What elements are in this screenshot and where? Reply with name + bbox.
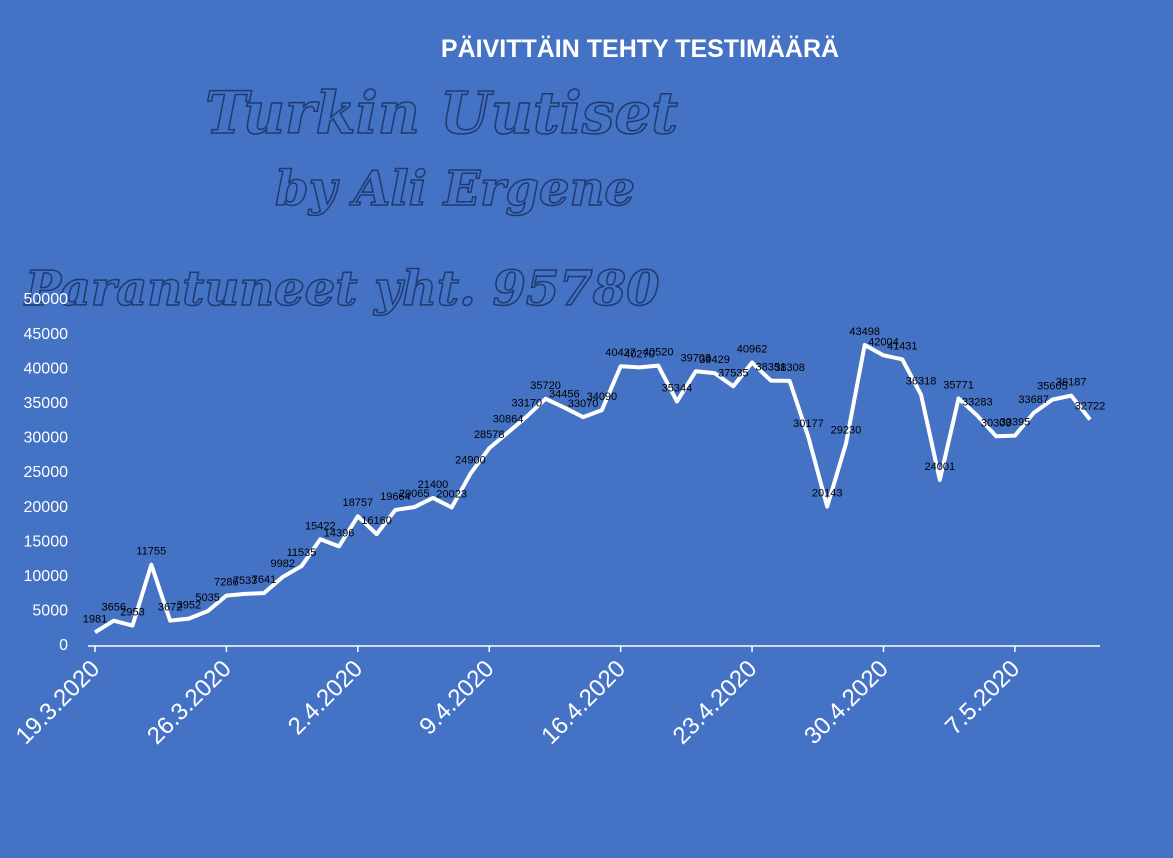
line [93,342,1092,634]
data-label: 20023 [436,488,467,500]
y-tick-label: 5000 [32,603,68,620]
data-label: 21400 [418,479,449,491]
data-label: 20065 [399,488,430,500]
y-tick-label: 40000 [24,360,69,377]
watermark: Parantuneet yht. 95780 [23,261,660,317]
data-label: 33070 [568,398,599,410]
data-label: 3952 [177,600,201,612]
data-label: 37535 [718,367,749,379]
data-label: 3672 [158,602,182,614]
data-label: 29230 [831,425,862,437]
data-label: 35344 [662,382,693,394]
data-label: 30303 [981,417,1012,429]
data-label: 3656 [102,602,126,614]
data-label: 39703 [680,352,711,364]
y-tick-label: 20000 [24,499,69,516]
data-label: 20143 [812,488,843,500]
y-tick-label: 0 [59,637,68,654]
data-label: 32722 [1075,401,1106,413]
data-label: 36318 [906,376,937,388]
y-tick-label: 45000 [24,326,69,343]
data-label: 33170 [511,397,542,409]
data-label: 7641 [252,574,276,586]
data-label: 15422 [305,520,336,532]
data-label: 42004 [868,336,899,348]
data-label: 40962 [737,344,768,356]
data-label: 16160 [361,515,392,527]
y-tick-label: 10000 [24,568,69,585]
data-label: 33687 [1018,394,1049,406]
data-label: 35605 [1037,381,1068,393]
data-label: 9982 [270,558,294,570]
data-label: 34456 [549,389,580,401]
data-label: 2953 [120,607,144,619]
data-label: 36187 [1056,377,1087,389]
data-label: 30395 [1000,417,1031,429]
data-label: 38351 [756,362,787,374]
data-label: 24900 [455,455,486,467]
data-label: 24001 [925,461,956,473]
data-label: 41431 [887,340,918,352]
data-label: 30864 [493,413,524,425]
watermark: Turkin Uutiset [205,79,678,147]
y-tick-label: 35000 [24,395,69,412]
y-tick-label: 30000 [24,430,69,447]
data-label: 14396 [324,527,355,539]
data-label: 40427 [605,347,636,359]
data-label: 11755 [136,546,166,558]
y-tick-label: 25000 [24,464,69,481]
data-label: 28578 [474,429,505,441]
y-tick-label: 50000 [24,291,69,308]
data-label: 33283 [962,397,993,409]
data-label: 43498 [849,326,880,338]
data-label: 35720 [530,380,561,392]
data-label: 7286 [214,577,238,589]
data-label: 5035 [195,592,219,604]
data-label: 35771 [943,379,974,391]
data-label: 40520 [643,347,674,359]
data-label: 39429 [699,354,730,366]
data-label: 40270 [624,348,655,360]
data-label: 7533 [233,575,257,587]
y-tick-label: 15000 [24,533,69,550]
data-label: 38308 [774,362,805,374]
data-label: 19664 [380,491,411,503]
data-label: 1981 [83,613,107,625]
data-label: 34090 [587,391,618,403]
data-label: 30177 [793,418,824,430]
data-label: 18757 [343,497,374,509]
watermark: by Ali Ergene [275,161,635,217]
chart-title: PÄIVITTÄIN TEHTY TESTIMÄÄRÄ [441,35,839,63]
data-label: 11535 [287,547,317,559]
